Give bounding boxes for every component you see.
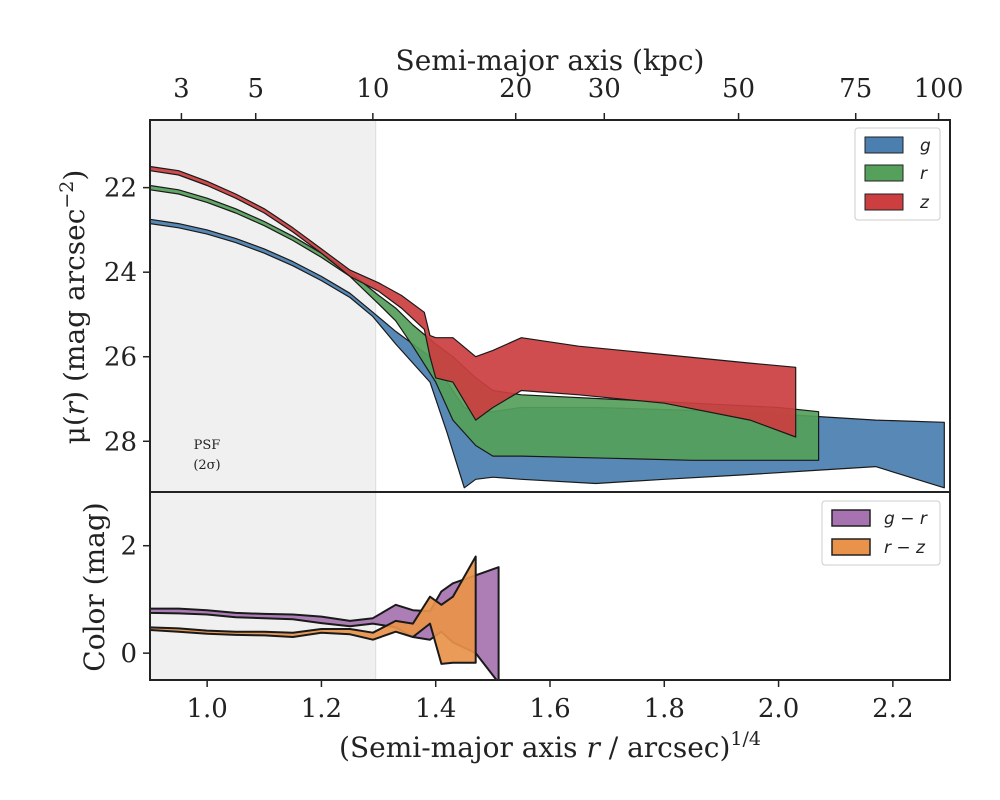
bottom-x-tick-label-1.4: 1.4 [415,694,456,724]
profile-y-label-close: ) [58,170,91,181]
top-axis-tick-label-10: 10 [356,74,389,104]
top-axis-tick-label-30: 30 [588,74,621,104]
profile-y-label-post: ) (mag arcsec [58,209,91,402]
top-axis-tick-label-5: 5 [247,74,264,104]
profile-y-label-var: r [58,400,91,415]
color-y-label: Color (mag) [78,502,111,671]
bottom-x-label-sup: 1/4 [730,728,761,750]
psf-sigma-label: (2σ) [193,458,220,473]
series-layer [150,165,945,680]
psf-label: PSF [194,438,221,453]
bottom-x-label-post: / arcsec) [600,731,731,764]
psf-shaded-region [150,120,376,680]
profile-legend: g r z [854,127,941,221]
bottom-x-label-pre: (Semi-major axis [339,731,586,764]
legend-label-z: z [919,193,930,213]
legend-swatch-g [864,136,904,154]
bottom-x-tick-label-2.2: 2.2 [872,694,913,724]
profile-y-tick-label-24: 24 [104,258,137,288]
bottom-x-tick-label-2.0: 2.0 [758,694,799,724]
axes-layer: 3 5 10 20 30 50 75 100 22 24 26 28 0 2 1.0 1.2 1.4 1.6 1.8… [104,74,963,724]
top-axis-label: Semi-major axis (kpc) [396,44,705,77]
profile-y-tick-label-28: 28 [104,427,137,457]
profile-y-label-sup: −2 [56,181,78,209]
bottom-x-tick-label-1.6: 1.6 [529,694,570,724]
legend-label-r-minus-z: r − z [884,538,926,558]
top-axis-tick-label-75: 75 [839,74,872,104]
legend-swatch-g-minus-r [831,509,871,527]
top-axis-tick-label-100: 100 [914,74,964,104]
profile-band-z [150,165,797,438]
bottom-x-tick-label-1.2: 1.2 [301,694,342,724]
legend-label-g-minus-r: g − r [884,509,928,529]
legend-swatch-z [864,193,904,211]
top-axis-tick-label-20: 20 [499,74,532,104]
legend-label-g: g [920,136,931,156]
psf-shaded-layer [150,120,377,680]
legend-swatch-r [864,164,904,182]
profile-y-label-pre: μ( [58,415,91,444]
profile-y-tick-label-22: 22 [104,174,137,204]
legend-label-r: r [920,164,928,184]
top-axis-tick-label-3: 3 [173,74,190,104]
bottom-x-tick-label-1.8: 1.8 [644,694,685,724]
top-axis-tick-label-50: 50 [722,74,755,104]
profile-y-label: μ(r) (mag arcsec−2) [56,170,91,445]
color-band-r-z [150,555,477,665]
color-y-tick-label-2: 2 [120,532,137,562]
bottom-x-label: (Semi-major axis r / arcsec)1/4 [339,728,761,764]
profile-y-tick-label-26: 26 [104,343,137,373]
bottom-x-tick-label-1.0: 1.0 [186,694,227,724]
legend-swatch-r-minus-z [831,538,871,556]
color-y-tick-label-0: 0 [120,639,137,669]
bottom-x-label-var: r [586,731,601,764]
color-legend: g − r r − z [821,500,941,566]
